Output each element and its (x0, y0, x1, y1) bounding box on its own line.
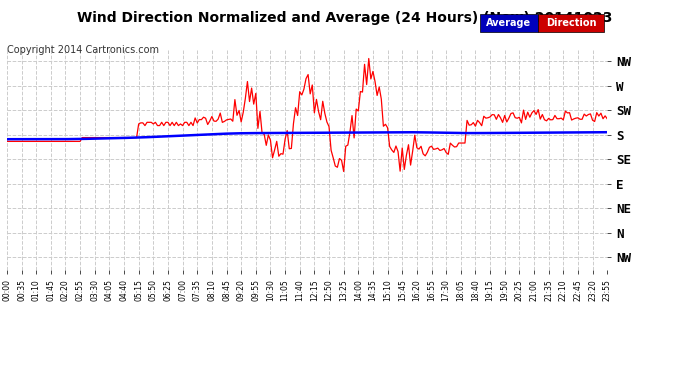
Text: Copyright 2014 Cartronics.com: Copyright 2014 Cartronics.com (7, 45, 159, 55)
Text: Direction: Direction (546, 18, 596, 28)
Text: Average: Average (486, 18, 531, 28)
Text: Wind Direction Normalized and Average (24 Hours) (New) 20141023: Wind Direction Normalized and Average (2… (77, 11, 613, 25)
